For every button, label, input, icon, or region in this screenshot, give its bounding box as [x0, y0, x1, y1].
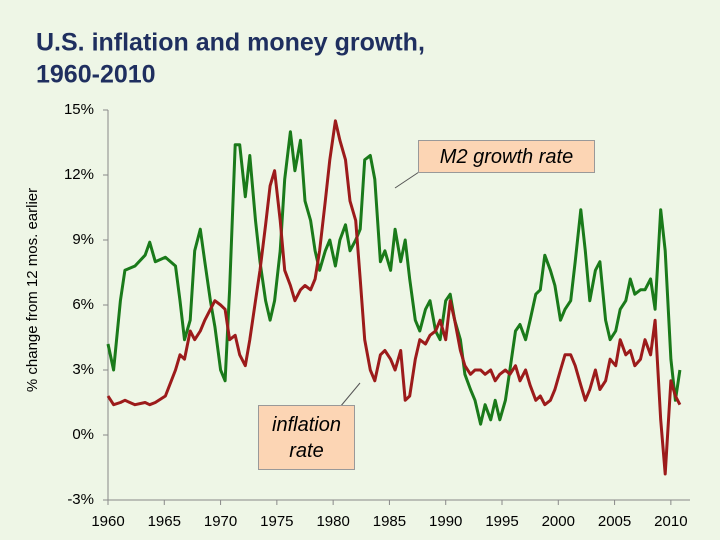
chart-subtitle: 1960-2010 — [36, 61, 156, 89]
y-tick-label: 9% — [72, 231, 94, 248]
y-tick-label: -3% — [67, 491, 94, 508]
x-tick-label: 1960 — [91, 513, 124, 530]
y-tick-label: 6% — [72, 296, 94, 313]
x-tick-label: 2005 — [598, 513, 631, 530]
x-tick-label: 1970 — [204, 513, 237, 530]
leader-line — [339, 382, 361, 408]
x-tick-label: 1975 — [260, 513, 293, 530]
y-tick-label: 12% — [64, 166, 94, 183]
y-tick-label: 0% — [72, 426, 94, 443]
line-series — [106, 119, 682, 476]
x-tick-label: 2010 — [654, 513, 687, 530]
y-tick-label: 3% — [72, 361, 94, 378]
line-series — [106, 130, 682, 426]
y-tick-label: 15% — [64, 101, 94, 118]
x-tick-label: 2000 — [542, 513, 575, 530]
x-tick-label: 1995 — [485, 513, 518, 530]
annotation: inflation rate — [258, 405, 355, 470]
chart-title: U.S. inflation and money growth, — [36, 29, 425, 57]
x-tick-label: 1985 — [373, 513, 406, 530]
x-tick-label: 1980 — [316, 513, 349, 530]
x-tick-label: 1990 — [429, 513, 462, 530]
y-axis-label: % change from 12 mos. earlier — [24, 188, 41, 392]
x-tick-label: 1965 — [148, 513, 181, 530]
annotation: M2 growth rate — [418, 140, 595, 173]
